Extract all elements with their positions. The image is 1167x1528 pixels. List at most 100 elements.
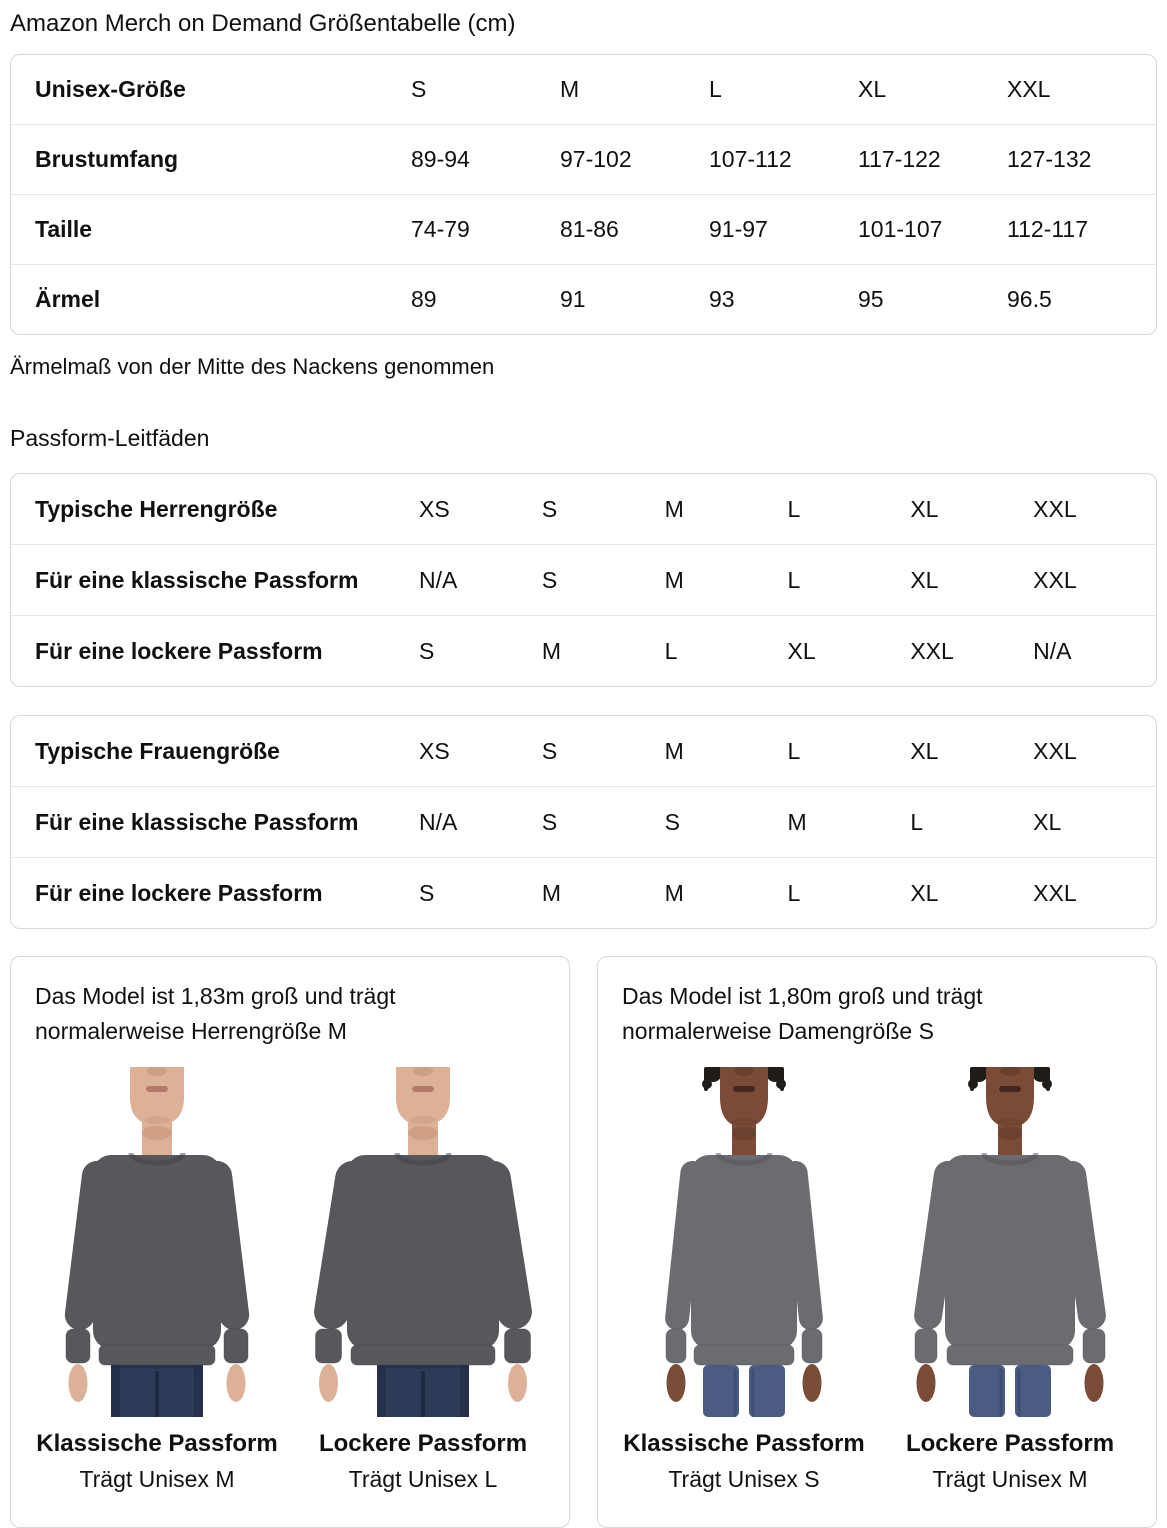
table-cell: 74-79 — [411, 216, 470, 242]
womens-model-card: Das Model ist 1,80m groß und trägt norma… — [597, 956, 1157, 1528]
table-cell: L — [910, 808, 924, 835]
table-cell: M — [664, 566, 684, 593]
table-cell: 91 — [560, 286, 586, 312]
table-cell: L — [787, 495, 801, 522]
table-row: Typische Frauengröße XS S M L XL XXL — [11, 716, 1156, 786]
figure-classic-fit: Klassische Passform Trägt Unisex M — [35, 1067, 279, 1493]
table-cell: XL — [910, 879, 939, 906]
row-label: Typische Herrengröße — [35, 495, 278, 522]
table-cell: XXL — [1033, 495, 1077, 522]
mens-model-card: Das Model ist 1,83m groß und trägt norma… — [10, 956, 570, 1528]
table-cell: 112-117 — [1007, 216, 1088, 242]
row-label: Für eine klassische Passform — [35, 808, 359, 835]
table-cell: M — [541, 637, 561, 664]
table-cell: 127-132 — [1007, 146, 1092, 172]
table-cell: L — [787, 737, 801, 764]
row-label: Typische Frauengröße — [35, 737, 280, 764]
table-cell: 117-122 — [858, 146, 941, 172]
table-cell: M — [541, 879, 561, 906]
table-cell: XXL — [1007, 76, 1051, 102]
table-cell: XL — [1033, 808, 1062, 835]
model-photo-female-loose — [888, 1067, 1132, 1417]
table-cell: 95 — [858, 286, 884, 312]
table-cell: S — [419, 637, 435, 664]
table-row: Brustumfang 89-94 97-102 107-112 117-122… — [11, 124, 1156, 194]
table-cell: S — [541, 495, 558, 522]
figure-row: Klassische Passform Trägt Unisex S — [622, 1067, 1132, 1493]
table-cell: 97-102 — [560, 146, 632, 172]
figure-caption: Lockere Passform Trägt Unisex L — [301, 1430, 545, 1493]
table-cell: XS — [419, 495, 450, 522]
fit-size: Trägt Unisex M — [79, 1466, 235, 1492]
table-cell: XS — [419, 737, 450, 764]
table-cell: XXL — [1033, 879, 1077, 906]
sleeve-measure-note: Ärmelmaß von der Mitte des Nackens genom… — [10, 354, 495, 379]
table-cell: L — [664, 637, 678, 664]
fit-name: Lockere Passform — [905, 1430, 1115, 1457]
fit-name: Klassische Passform — [623, 1430, 865, 1457]
table-cell: L — [709, 76, 722, 102]
female-classic-model-illustration — [629, 1067, 859, 1417]
fit-size: Trägt Unisex L — [348, 1466, 498, 1492]
row-label: Brustumfang — [35, 146, 179, 172]
row-label: Für eine lockere Passform — [35, 637, 323, 664]
row-label: Für eine klassische Passform — [35, 566, 359, 593]
model-description-line: normalerweise Damengröße S — [622, 1018, 934, 1044]
table-cell: 107-112 — [709, 146, 792, 172]
table-cell: 91-97 — [709, 216, 768, 242]
table-row: Für eine klassische Passform N/A S M L X… — [11, 544, 1156, 615]
fit-name: Klassische Passform — [36, 1430, 278, 1457]
table-cell: L — [787, 566, 801, 593]
figure-caption: Lockere Passform Trägt Unisex M — [888, 1430, 1132, 1493]
male-classic-model-illustration — [42, 1067, 272, 1417]
table-cell: S — [411, 76, 427, 102]
table-cell: XL — [858, 76, 887, 102]
table-cell: 81-86 — [560, 216, 619, 242]
table-cell: XL — [787, 637, 816, 664]
table-row: Unisex-Größe S M L XL XXL — [11, 55, 1156, 124]
model-photo-male-loose — [301, 1067, 545, 1417]
table-cell: 93 — [709, 286, 735, 312]
table-cell: M — [664, 879, 684, 906]
model-description-line: Das Model ist 1,83m groß und trägt — [35, 983, 396, 1009]
fit-guides-title: Passform-Leitfäden — [10, 425, 210, 451]
row-label: Taille — [35, 216, 93, 242]
male-loose-model-illustration — [308, 1067, 538, 1417]
model-cards: Das Model ist 1,83m groß und trägt norma… — [10, 956, 1157, 1528]
table-cell: M — [664, 737, 684, 764]
model-photo-male-classic — [35, 1067, 279, 1417]
table-cell: 89-94 — [411, 146, 470, 172]
table-cell: XL — [910, 566, 939, 593]
table-cell: M — [787, 808, 807, 835]
table-cell: S — [541, 566, 558, 593]
table-cell: S — [541, 808, 558, 835]
table-cell: 96.5 — [1007, 286, 1052, 312]
table-cell: M — [664, 495, 684, 522]
row-label: Für eine lockere Passform — [35, 879, 323, 906]
figure-classic-fit: Klassische Passform Trägt Unisex S — [622, 1067, 866, 1493]
row-label: Unisex-Größe — [35, 76, 186, 102]
figure-loose-fit: Lockere Passform Trägt Unisex M — [888, 1067, 1132, 1493]
table-row: Ärmel 89 91 93 95 96.5 — [11, 264, 1156, 334]
page-title: Amazon Merch on Demand Größentabelle (cm… — [10, 10, 516, 37]
female-loose-model-illustration — [895, 1067, 1125, 1417]
model-description-line: normalerweise Herrengröße M — [35, 1018, 347, 1044]
womens-fit-table: Typische Frauengröße XS S M L XL XXL Für… — [10, 715, 1157, 929]
table-cell: 89 — [411, 286, 437, 312]
table-row: Typische Herrengröße XS S M L XL XXL — [11, 474, 1156, 544]
figure-caption: Klassische Passform Trägt Unisex M — [35, 1430, 279, 1493]
fit-size: Trägt Unisex S — [668, 1466, 820, 1492]
table-cell: S — [419, 879, 435, 906]
table-cell: XL — [910, 495, 939, 522]
table-cell: M — [560, 76, 580, 102]
table-cell: XXL — [910, 637, 954, 664]
table-cell: 101-107 — [858, 216, 943, 242]
table-cell: S — [541, 737, 558, 764]
table-cell: S — [664, 808, 680, 835]
unisex-size-table: Unisex-Größe S M L XL XXL Brustumfang 89… — [10, 54, 1157, 335]
table-cell: N/A — [1033, 637, 1072, 664]
table-cell: L — [787, 879, 801, 906]
table-cell: XXL — [1033, 737, 1077, 764]
table-cell: XXL — [1033, 566, 1077, 593]
